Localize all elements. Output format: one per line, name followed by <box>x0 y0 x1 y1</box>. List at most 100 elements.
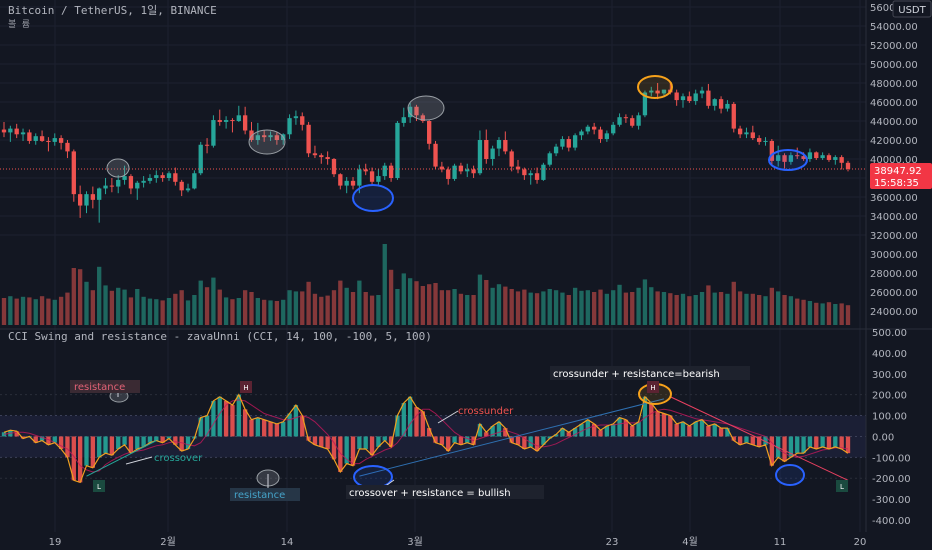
cci-histogram-bar <box>147 436 153 443</box>
volume-bar <box>369 295 375 325</box>
cci-histogram-bar <box>230 405 235 437</box>
cci-histogram-bar <box>782 436 787 462</box>
volume-bar <box>509 289 514 325</box>
candle-body <box>39 136 45 141</box>
cci-histogram-bar <box>344 436 349 464</box>
candle-body <box>312 153 318 156</box>
candle-body <box>192 173 197 189</box>
candle-body <box>553 146 559 154</box>
candle-body <box>84 194 89 206</box>
cci-histogram-bar <box>465 436 470 443</box>
volume-bar <box>579 290 584 325</box>
candle-body <box>204 144 210 146</box>
volume-bar <box>611 290 616 325</box>
cci-histogram-bar <box>814 436 819 449</box>
cci-signal-line <box>3 399 849 473</box>
candle-body <box>319 155 324 158</box>
candle-body <box>699 90 705 94</box>
cci-histogram-bar <box>388 436 394 447</box>
volume-bar <box>319 296 324 325</box>
price-tick-label: 46000.00 <box>870 98 918 109</box>
cci-histogram-bar <box>484 432 489 437</box>
candle-body <box>839 157 844 163</box>
candle-body <box>630 118 635 126</box>
price-axis[interactable]: 56000.0054000.0052000.0050000.0048000.00… <box>865 0 918 532</box>
indicator-title[interactable]: CCI Swing and resistance - zavaUnni (CCI… <box>8 330 432 343</box>
candle-body <box>484 140 489 159</box>
cci-histogram-bar <box>14 431 19 437</box>
cci-histogram-bar <box>420 411 425 437</box>
candle-body <box>446 169 451 179</box>
cci-histogram-bar <box>217 396 222 437</box>
volume-bar <box>179 290 184 325</box>
volume-bar <box>534 293 540 325</box>
volume-bar <box>515 291 521 325</box>
cci-histogram-bar <box>674 423 679 437</box>
volume-bar <box>39 296 45 325</box>
cci-histogram-bar <box>731 436 736 441</box>
candle-body <box>788 155 794 162</box>
volume-bar <box>737 291 743 325</box>
price-tick-label: 40000.00 <box>870 155 918 166</box>
cci-histogram-bar <box>757 436 762 447</box>
cci-histogram-bar <box>325 436 330 449</box>
candle-body <box>223 120 229 122</box>
volume-bar <box>763 296 768 325</box>
volume-bar <box>592 292 597 325</box>
cci-histogram-bar <box>807 436 813 447</box>
candle-body <box>718 99 724 109</box>
volume-bar <box>65 292 70 325</box>
symbol-title[interactable]: Bitcoin / TetherUS, 1일, BINANCE <box>8 3 217 17</box>
candle-body <box>509 151 514 167</box>
cci-histogram-bar <box>534 436 540 452</box>
candle-body <box>217 120 222 122</box>
volume-bar <box>744 293 749 325</box>
volume-bar <box>141 296 146 325</box>
cci-histogram-bar <box>833 436 838 447</box>
cci-histogram-bar <box>788 436 794 458</box>
candle-body <box>382 165 387 177</box>
time-axis[interactable]: 19 2월 14 3월 23 4월 11 20 <box>49 536 867 548</box>
volume-bar <box>471 295 476 325</box>
crossunder-label: crossunder <box>458 406 514 417</box>
volume-bar <box>84 281 89 325</box>
candle-body <box>769 140 775 161</box>
price-tick-label: 54000.00 <box>870 22 918 33</box>
cci-bullish-circle <box>353 465 393 489</box>
candle-body <box>522 169 527 176</box>
candle-body <box>585 126 590 132</box>
cci-histogram-bar <box>718 428 724 437</box>
cci-histogram-bar <box>369 436 375 456</box>
volume-bar <box>668 293 673 325</box>
volume-bar <box>135 289 140 325</box>
volume-bar <box>630 292 635 325</box>
cci-histogram-bar <box>287 413 292 437</box>
candle-body <box>116 179 121 187</box>
volume-bar <box>484 280 489 325</box>
cci-histogram-bar <box>769 436 775 466</box>
candle-body <box>427 121 432 144</box>
cci-histogram-bar <box>135 436 140 449</box>
cci-tick-label: -300.00 <box>872 495 911 506</box>
cci-histogram-bar <box>699 419 705 437</box>
cci-histogram-bar <box>566 432 571 437</box>
volume-bar <box>636 287 641 325</box>
volume-bar <box>833 304 838 325</box>
cci-histogram-bar <box>185 436 191 449</box>
candle-body <box>833 157 838 160</box>
currency-badge[interactable] <box>892 0 932 18</box>
candle-body <box>611 124 616 134</box>
candle-body <box>465 169 470 172</box>
cci-axis[interactable]: 500.00 400.00 300.00 200.00 100.00 0.00 -100.0… <box>0 328 932 527</box>
cci-low-marker-2-text: L <box>840 483 844 491</box>
price-tick-label: 42000.00 <box>870 136 918 147</box>
cci-histogram-bar <box>312 436 318 445</box>
cci-histogram-bar <box>668 415 673 437</box>
bullish-label-bg <box>346 485 544 499</box>
candle-body <box>376 176 381 182</box>
time-tick-label: 23 <box>606 537 619 548</box>
candle-body <box>122 176 127 180</box>
candle-body <box>477 140 483 174</box>
candle-body <box>706 90 711 106</box>
candle-body <box>262 135 267 138</box>
